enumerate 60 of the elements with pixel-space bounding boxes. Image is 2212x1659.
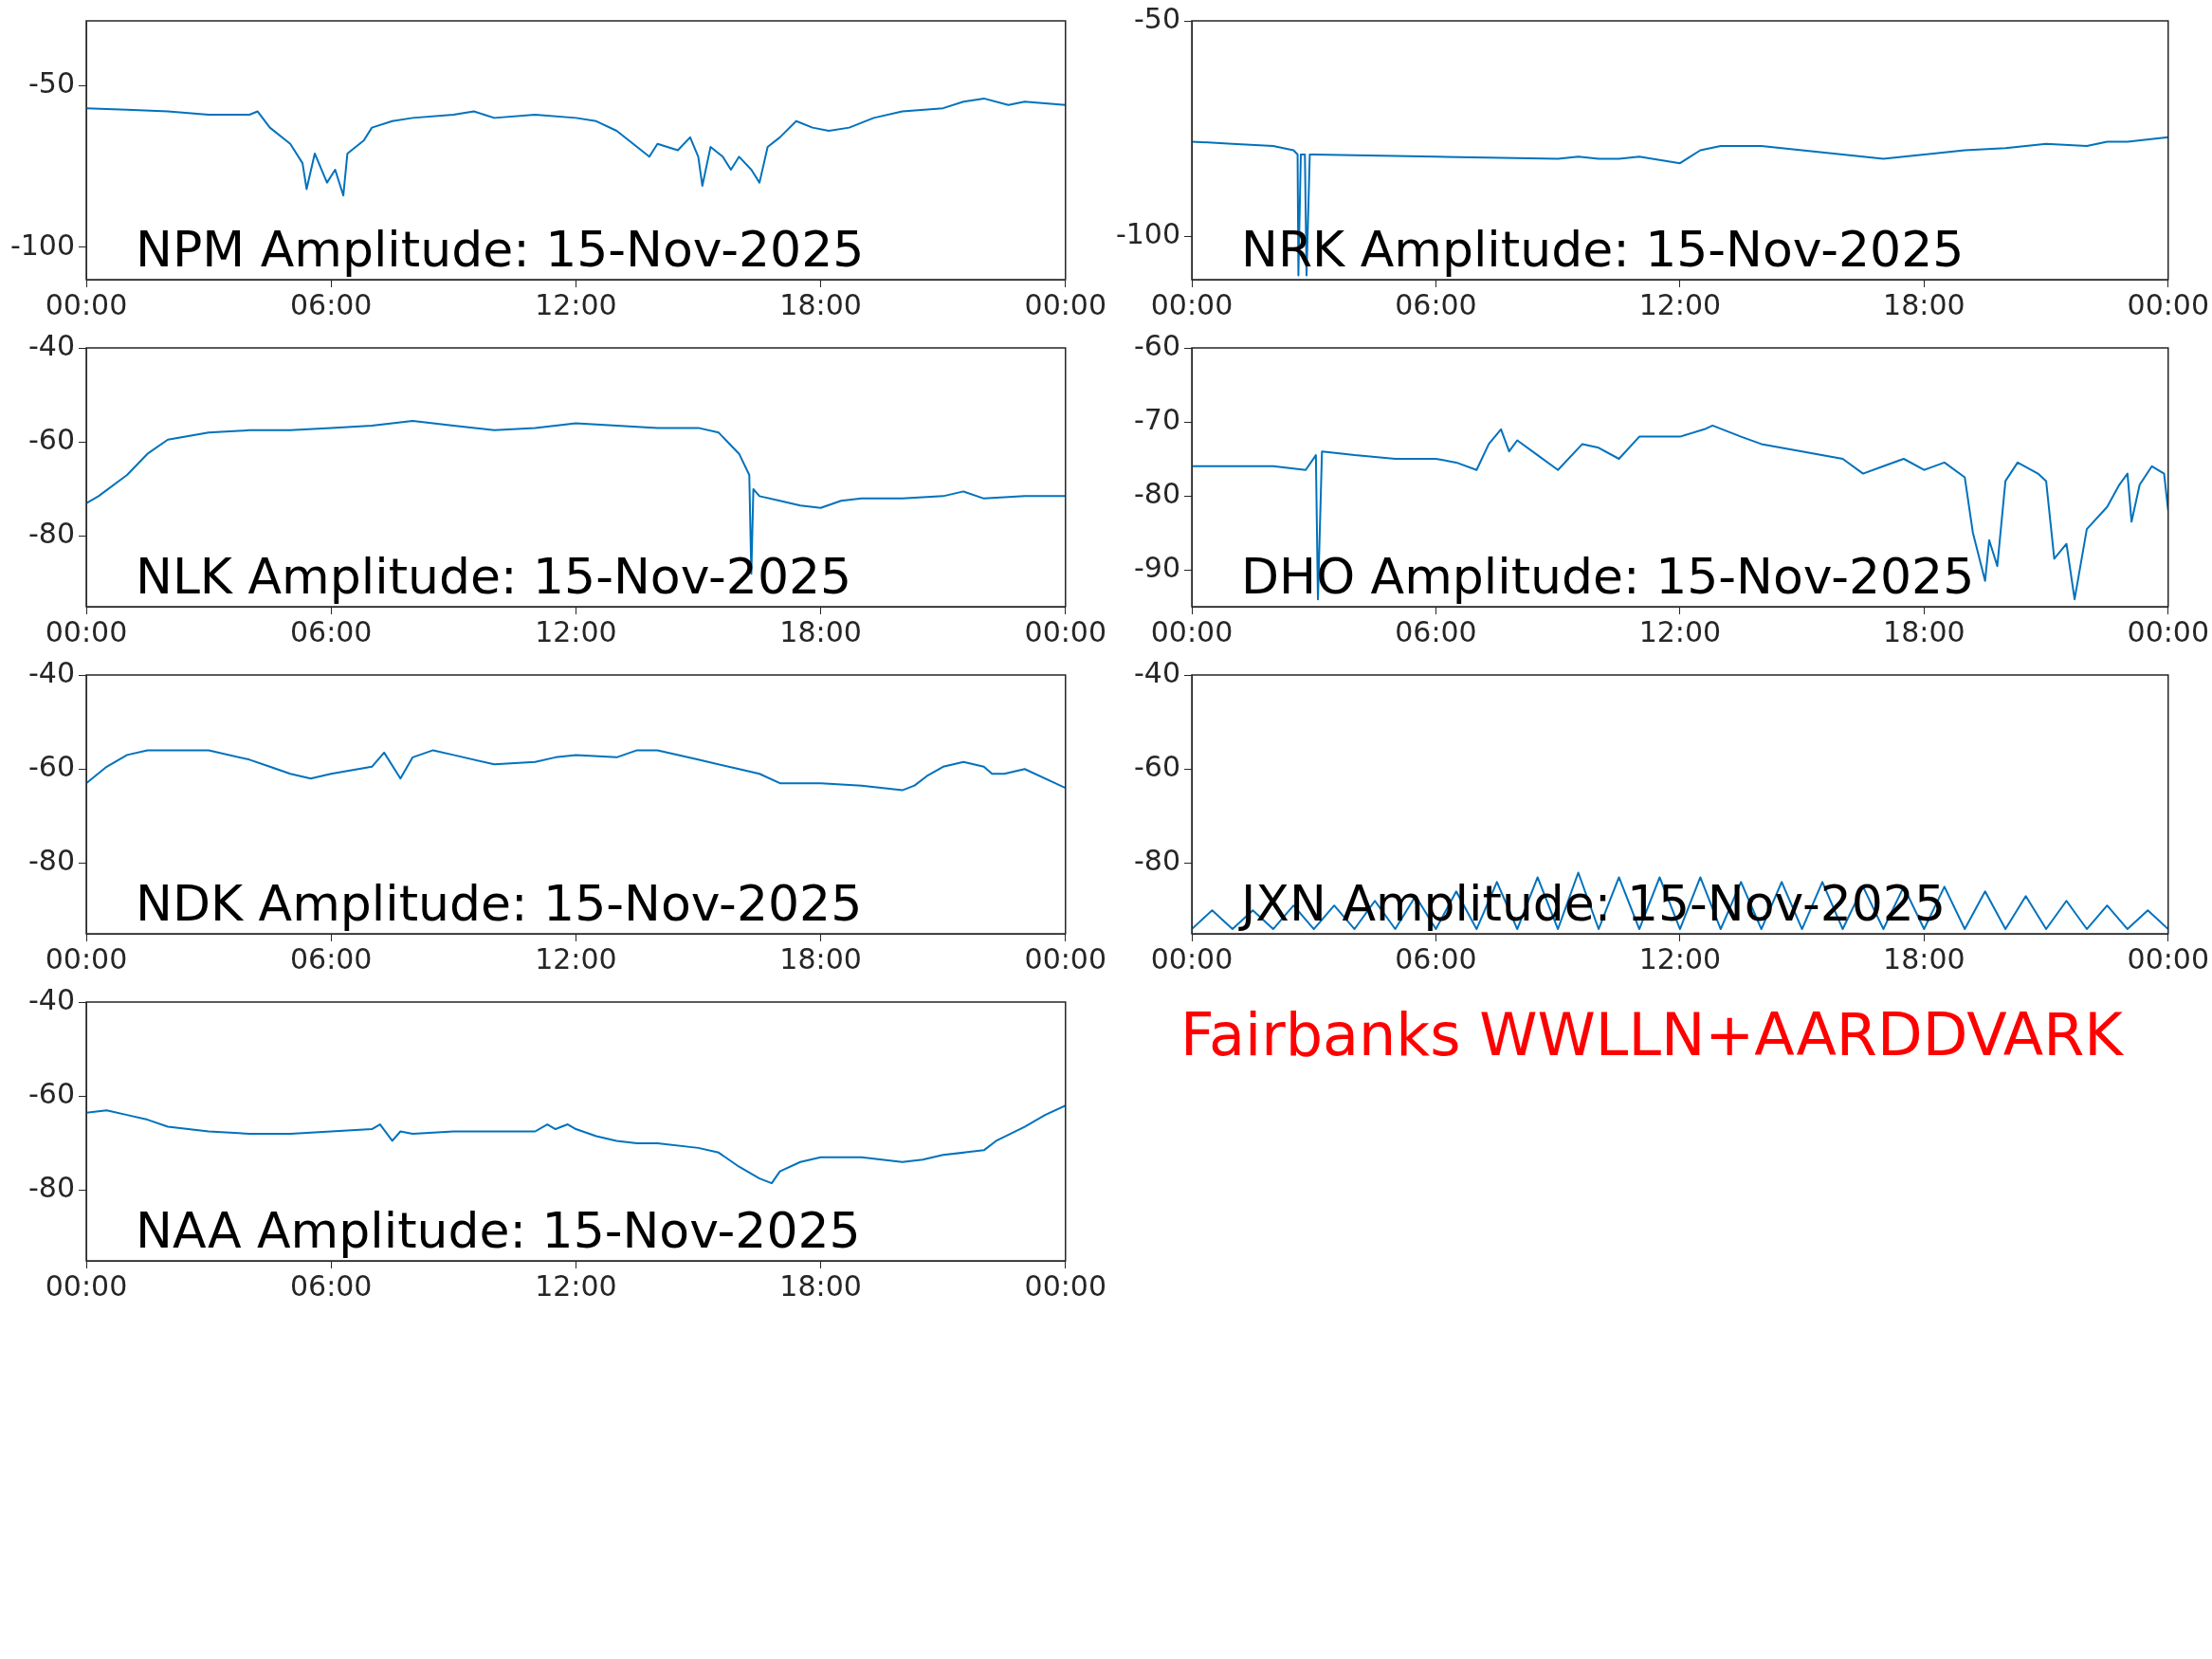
- x-tick-label: 18:00: [1883, 614, 1965, 648]
- y-tick-label: -40: [1134, 655, 1180, 689]
- x-tick-label: 00:00: [1024, 1268, 1107, 1303]
- y-tick-label: -50: [28, 66, 75, 100]
- y-tick-label: -60: [1134, 750, 1180, 784]
- x-tick-label: 06:00: [1395, 614, 1477, 648]
- x-tick-label: 06:00: [289, 287, 373, 321]
- y-tick-label: -40: [28, 982, 75, 1016]
- x-tick-label: 06:00: [1395, 941, 1477, 975]
- y-tick-label: -80: [28, 517, 75, 551]
- x-tick-label: 00:00: [1150, 614, 1234, 648]
- x-tick-label: 00:00: [1150, 287, 1234, 321]
- x-tick-label: 12:00: [1638, 287, 1722, 321]
- x-tick-label: 00:00: [1024, 941, 1107, 975]
- x-tick-label: 00:00: [45, 287, 128, 321]
- x-tick-label: 18:00: [1883, 287, 1965, 321]
- y-tick-label: -100: [1115, 217, 1180, 251]
- y-tick-label: -100: [9, 228, 75, 262]
- x-tick-label: 06:00: [289, 941, 373, 975]
- x-tick-label: 18:00: [1883, 941, 1965, 975]
- x-tick-label: 06:00: [289, 1268, 373, 1303]
- x-tick-label: 18:00: [779, 1268, 862, 1303]
- x-tick-label: 00:00: [1024, 614, 1107, 648]
- x-tick-label: 00:00: [1024, 287, 1107, 321]
- y-tick-label: -80: [28, 844, 75, 878]
- text: NLK Amplitude: 15-Nov-2025: [136, 547, 852, 605]
- x-tick-label: 00:00: [45, 1268, 128, 1303]
- y-tick-label: -60: [28, 750, 75, 784]
- x-tick-label: 12:00: [535, 1268, 617, 1303]
- y-tick-label: -80: [1134, 476, 1180, 510]
- y-tick-label: -40: [28, 655, 75, 689]
- x-tick-label: 00:00: [2127, 614, 2210, 648]
- text: NPM Amplitude: 15-Nov-2025: [136, 220, 865, 278]
- x-tick-label: 00:00: [2127, 941, 2210, 975]
- x-tick-label: 06:00: [1395, 287, 1477, 321]
- y-tick-label: -80: [28, 1171, 75, 1205]
- x-tick-label: 00:00: [1150, 941, 1234, 975]
- x-tick-label: 12:00: [1638, 614, 1722, 648]
- text: NAA Amplitude: 15-Nov-2025: [136, 1201, 861, 1259]
- x-tick-label: 18:00: [779, 614, 862, 648]
- x-tick-label: 18:00: [779, 287, 862, 321]
- x-tick-label: 18:00: [779, 941, 862, 975]
- y-tick-label: -90: [1134, 550, 1180, 584]
- y-tick-label: -40: [28, 328, 75, 362]
- x-tick-label: 12:00: [535, 941, 617, 975]
- y-tick-label: -70: [1134, 402, 1180, 436]
- x-tick-label: 12:00: [535, 614, 617, 648]
- x-tick-label: 00:00: [2127, 287, 2210, 321]
- x-tick-label: 12:00: [535, 287, 617, 321]
- x-tick-label: 00:00: [45, 941, 128, 975]
- text: Fairbanks WWLLN+AARDDVARK: [1180, 1000, 2123, 1069]
- y-tick-label: -60: [28, 1077, 75, 1111]
- x-tick-label: 06:00: [289, 614, 373, 648]
- y-tick-label: -60: [1134, 328, 1180, 362]
- y-tick-label: -80: [1134, 844, 1180, 878]
- x-tick-label: 00:00: [45, 614, 128, 648]
- y-tick-label: -50: [1134, 1, 1180, 35]
- x-tick-label: 12:00: [1638, 941, 1722, 975]
- y-tick-label: -60: [28, 423, 75, 457]
- text: NDK Amplitude: 15-Nov-2025: [136, 874, 863, 932]
